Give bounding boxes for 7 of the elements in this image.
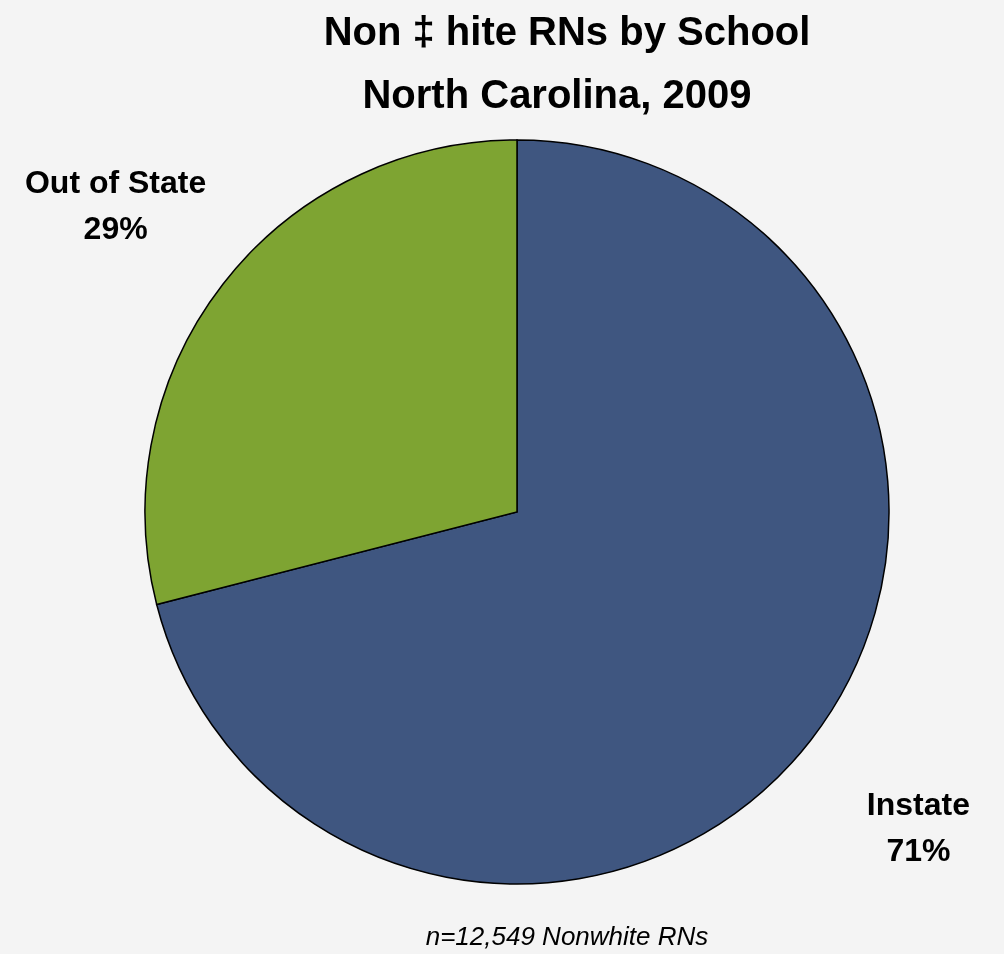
data-label: 29% [83,209,148,246]
chart-title: Non ‡ hite RNs by School [323,9,811,53]
chart-subtitle: North Carolina, 2009 [362,72,752,116]
slice-label: Out of State [24,163,207,200]
slice-label: Instate [866,786,970,823]
data-label: 71% [886,832,951,869]
text: n=12,549 Nonwhite RNs [425,921,709,951]
